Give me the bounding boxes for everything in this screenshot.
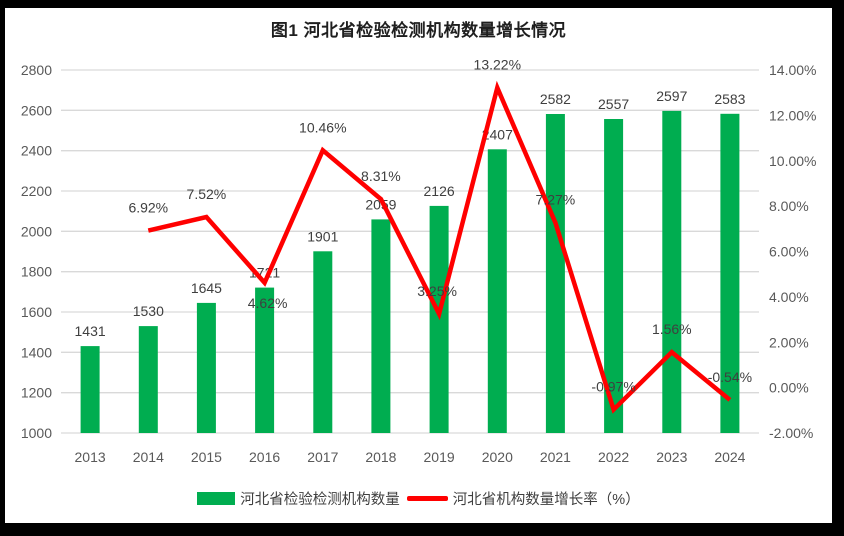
right-axis-tick: 14.00% (769, 62, 816, 78)
bar-label-2023: 2597 (656, 88, 687, 104)
bar-label-2017: 1901 (307, 228, 338, 244)
bar-2021 (545, 114, 565, 433)
bar-label-2018: 2059 (365, 196, 396, 212)
chart-plot: 2800 2600 2400 2200 2000 1800 1600 1400 1200 1000… (21, 57, 817, 465)
left-axis-tick: 2400 (21, 143, 52, 159)
legend-label-line-series: 河北省机构数量增长率（%） (452, 491, 640, 508)
chart-title: 图1 河北省检验检测机构数量增长情况 (270, 21, 567, 40)
right-axis-tick: 8.00% (769, 198, 809, 214)
line-label-2022: -0.97% (591, 379, 635, 395)
x-axis-tick: 2016 (249, 449, 280, 465)
bar-label-2024: 2583 (714, 91, 745, 107)
bar-label-2021: 2582 (540, 91, 571, 107)
line-label-2017: 10.46% (299, 119, 346, 135)
left-axis-tick: 1400 (21, 344, 52, 360)
left-axis-tick: 1000 (21, 425, 52, 441)
x-axis-tick: 2021 (540, 449, 571, 465)
x-axis-tick: 2013 (75, 449, 106, 465)
bar-2015 (196, 302, 216, 433)
line-label-2018: 8.31% (361, 168, 401, 184)
line-label-2020: 13.22% (474, 57, 521, 73)
bar-label-2013: 1431 (75, 323, 106, 339)
right-axis-tick: 10.00% (769, 153, 816, 169)
bar-label-2020: 2407 (482, 126, 513, 142)
right-axis-tick: 12.00% (769, 107, 816, 123)
x-axis-tick: 2020 (482, 449, 513, 465)
chart-legend: 河北省检验检测机构数量 河北省机构数量增长率（%） (5, 487, 832, 509)
line-label-2015: 7.52% (187, 186, 227, 202)
line-label-2021: 7.27% (536, 192, 576, 208)
bar-label-2015: 1645 (191, 280, 222, 296)
legend-item-bar-series: 河北省检验检测机构数量 (197, 488, 400, 509)
x-axis-tick: 2017 (307, 449, 338, 465)
bar-2020 (487, 149, 507, 434)
left-axis-tick: 2000 (21, 223, 52, 239)
bar-2017 (313, 251, 333, 433)
line-label-2014: 6.92% (128, 200, 168, 216)
bar-label-2019: 2126 (424, 183, 455, 199)
bar-2016 (255, 287, 275, 433)
x-axis-tick: 2018 (365, 449, 396, 465)
bar-2019 (429, 205, 449, 433)
legend-label-bar-series: 河北省检验检测机构数量 (240, 491, 400, 508)
growth-line (147, 80, 732, 414)
right-axis-tick: 6.00% (769, 244, 809, 260)
line-label-2023: 1.56% (652, 321, 692, 337)
chart-canvas: 图1 河北省检验检测机构数量增长情况 2800 2600 2400 2200 2000 1… (5, 8, 832, 523)
bar-2023 (662, 110, 682, 434)
bar-series-swatch-icon (197, 491, 236, 505)
line-label-2016: 4.62% (248, 295, 288, 311)
line-label-2024: -0.54% (708, 369, 752, 385)
bar-2013 (80, 346, 100, 433)
left-axis-tick: 1800 (21, 264, 52, 280)
left-axis-tick: 2800 (21, 62, 52, 78)
right-axis-tick: 4.00% (769, 289, 809, 305)
bar-2024 (720, 113, 740, 434)
line-label-2019: 3.25% (417, 283, 457, 299)
right-axis-tick: 2.00% (769, 334, 809, 350)
legend-item-line-series: 河北省机构数量增长率（%） (406, 488, 640, 509)
bar-label-2014: 1530 (133, 303, 164, 319)
left-axis-tick: 1200 (21, 385, 52, 401)
x-axis-tick: 2019 (424, 449, 455, 465)
x-axis-tick: 2023 (656, 449, 687, 465)
left-axis-tick: 1600 (21, 304, 52, 320)
x-axis-tick: 2015 (191, 449, 222, 465)
right-axis-tick: 0.00% (769, 380, 809, 396)
bar-2018 (371, 219, 391, 433)
x-axis-tick: 2024 (714, 449, 745, 465)
x-axis-tick: 2014 (133, 449, 164, 465)
right-axis-tick: -2.00% (769, 425, 813, 441)
line-series-swatch-icon (406, 495, 448, 501)
left-axis-tick: 2200 (21, 183, 52, 199)
bar-label-2022: 2557 (598, 96, 629, 112)
bar-2022 (604, 119, 624, 433)
bar-2014 (138, 326, 158, 433)
left-axis-tick: 2600 (21, 102, 52, 118)
x-axis-tick: 2022 (598, 449, 629, 465)
